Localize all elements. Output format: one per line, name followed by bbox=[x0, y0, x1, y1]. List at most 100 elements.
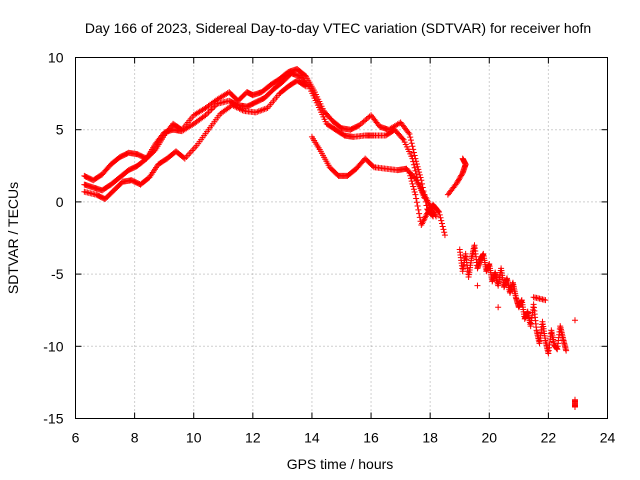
data-point bbox=[422, 213, 429, 220]
x-tick-label: 10 bbox=[186, 430, 202, 446]
data-point bbox=[301, 82, 308, 89]
data-point bbox=[455, 176, 462, 183]
y-tick-label: 10 bbox=[48, 50, 64, 66]
data-point bbox=[422, 194, 429, 201]
data-point bbox=[407, 175, 414, 182]
data-point bbox=[369, 163, 376, 170]
data-point bbox=[252, 109, 259, 116]
data-point bbox=[360, 118, 367, 125]
x-tick-label: 20 bbox=[481, 430, 497, 446]
data-point bbox=[542, 297, 549, 304]
data-point bbox=[415, 166, 422, 173]
plot-frame bbox=[75, 57, 608, 419]
data-point bbox=[411, 174, 418, 181]
data-point bbox=[407, 134, 414, 141]
y-axis-label: SDTVAR / TECUs bbox=[5, 182, 21, 294]
y-tick-label: -5 bbox=[51, 266, 64, 282]
data-point bbox=[438, 217, 445, 224]
data-point bbox=[254, 108, 261, 115]
data-point bbox=[436, 211, 443, 218]
data-point bbox=[236, 105, 243, 112]
data-point bbox=[435, 208, 442, 215]
data-point bbox=[201, 113, 208, 120]
data-point bbox=[409, 143, 416, 150]
data-points bbox=[81, 66, 578, 410]
data-point bbox=[571, 403, 578, 410]
data-point bbox=[474, 282, 481, 289]
data-point bbox=[413, 199, 420, 206]
data-point bbox=[303, 83, 310, 90]
data-point bbox=[408, 140, 415, 147]
data-point bbox=[438, 220, 445, 227]
data-point bbox=[459, 155, 466, 162]
data-point bbox=[408, 178, 415, 185]
data-point bbox=[411, 164, 418, 171]
data-point bbox=[418, 222, 425, 229]
data-point bbox=[440, 226, 447, 233]
data-point bbox=[457, 173, 464, 180]
data-point bbox=[359, 119, 366, 126]
series-track-a bbox=[81, 66, 437, 220]
data-point bbox=[455, 177, 462, 184]
data-point bbox=[410, 158, 417, 165]
data-point bbox=[396, 120, 403, 127]
data-point bbox=[202, 112, 209, 119]
data-point bbox=[563, 347, 570, 354]
x-tick-label: 12 bbox=[245, 430, 261, 446]
data-point bbox=[421, 191, 428, 198]
data-point bbox=[416, 214, 423, 221]
y-tick-label: -10 bbox=[43, 338, 63, 354]
data-point bbox=[421, 214, 428, 221]
data-point bbox=[258, 107, 265, 114]
data-point bbox=[421, 193, 428, 200]
data-point bbox=[454, 178, 461, 185]
data-point bbox=[436, 209, 443, 216]
data-point bbox=[441, 229, 448, 236]
data-point bbox=[406, 170, 413, 177]
y-tick-label: 5 bbox=[56, 122, 64, 138]
data-point bbox=[229, 102, 236, 109]
data-point bbox=[405, 129, 412, 136]
data-point bbox=[362, 117, 369, 124]
data-point bbox=[239, 107, 246, 114]
data-point bbox=[365, 114, 372, 121]
data-point bbox=[410, 183, 417, 190]
data-point bbox=[205, 109, 212, 116]
x-tick-label: 6 bbox=[72, 430, 80, 446]
data-point bbox=[411, 152, 418, 159]
x-tick-label: 24 bbox=[600, 430, 616, 446]
data-point bbox=[441, 232, 448, 239]
data-point bbox=[204, 110, 211, 117]
data-point bbox=[411, 188, 418, 195]
data-point bbox=[238, 106, 245, 113]
data-point bbox=[206, 107, 213, 114]
data-point bbox=[410, 186, 417, 193]
data-point bbox=[424, 197, 431, 204]
data-point bbox=[410, 161, 417, 168]
x-tick-label: 22 bbox=[541, 430, 557, 446]
data-point bbox=[430, 209, 437, 216]
data-point bbox=[180, 154, 187, 161]
data-point bbox=[417, 174, 424, 181]
series-late-cluster bbox=[456, 242, 578, 410]
data-point bbox=[416, 210, 423, 217]
data-point bbox=[399, 135, 406, 142]
data-point bbox=[209, 105, 216, 112]
data-point bbox=[425, 200, 432, 207]
data-point bbox=[424, 198, 431, 205]
data-point bbox=[356, 122, 363, 129]
data-point bbox=[453, 180, 460, 187]
data-point bbox=[439, 223, 446, 230]
x-tick-label: 16 bbox=[363, 430, 379, 446]
data-point bbox=[456, 175, 463, 182]
data-point bbox=[419, 220, 426, 227]
data-point bbox=[414, 163, 421, 170]
data-point bbox=[412, 191, 419, 198]
data-point bbox=[412, 167, 419, 174]
data-point bbox=[431, 210, 438, 217]
y-tick-label: -15 bbox=[43, 411, 63, 427]
data-point bbox=[230, 102, 237, 109]
x-tick-label: 18 bbox=[422, 430, 438, 446]
data-point bbox=[409, 155, 416, 162]
